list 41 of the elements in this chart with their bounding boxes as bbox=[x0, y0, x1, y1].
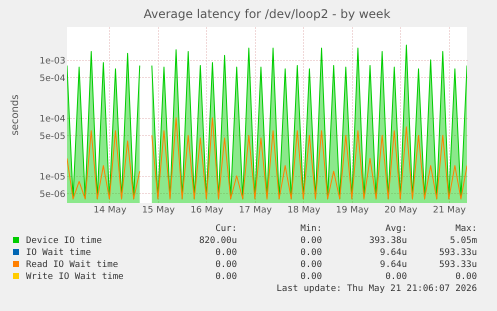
y-tick-label: 1e-03 bbox=[40, 56, 66, 66]
legend-label: Device IO time bbox=[26, 236, 102, 246]
y-tick-label: 1e-05 bbox=[40, 172, 66, 182]
x-tick-label: 14 May bbox=[93, 206, 128, 216]
text: 0.00 bbox=[385, 272, 407, 282]
text: 593.33u bbox=[439, 248, 477, 258]
text: Cur: bbox=[215, 224, 237, 234]
text: 593.33u bbox=[439, 260, 477, 270]
text: 9.64u bbox=[380, 248, 407, 258]
text: Last update: Thu May 21 21:06:07 2026 bbox=[276, 284, 477, 294]
y-axis-title: seconds bbox=[10, 94, 21, 136]
text: 0.00 bbox=[215, 248, 237, 258]
text: Min: bbox=[300, 224, 322, 234]
text: 0.00 bbox=[300, 248, 322, 258]
x-tick-label: 21 May bbox=[432, 206, 466, 216]
legend-label: Write IO Wait time bbox=[26, 272, 124, 282]
y-tick-label: 5e-04 bbox=[40, 74, 66, 84]
x-tick-label: 15 May bbox=[142, 206, 176, 216]
text: 0.00 bbox=[455, 272, 477, 282]
y-tick-label: 5e-06 bbox=[40, 190, 66, 200]
x-tick-label: 16 May bbox=[190, 206, 224, 216]
text: 820.00u bbox=[199, 236, 237, 246]
text: 0.00 bbox=[300, 236, 322, 246]
legend-label: Read IO Wait time bbox=[26, 260, 118, 270]
x-tick-label: 19 May bbox=[336, 206, 370, 216]
text: 0.00 bbox=[215, 272, 237, 282]
x-tick-label: 18 May bbox=[287, 206, 321, 216]
text: 0.00 bbox=[215, 260, 237, 270]
text: 0.00 bbox=[300, 272, 322, 282]
x-tick-label: 20 May bbox=[384, 206, 418, 216]
legend-label: IO Wait time bbox=[26, 248, 92, 258]
x-tick-label: 17 May bbox=[238, 206, 273, 216]
text: 9.64u bbox=[380, 260, 407, 270]
y-tick-label: 5e-05 bbox=[40, 132, 66, 142]
text: 0.00 bbox=[300, 260, 322, 270]
text: 5.05m bbox=[450, 236, 477, 246]
text: 393.38u bbox=[369, 236, 407, 246]
text: Avg: bbox=[385, 224, 407, 234]
text: Max: bbox=[455, 224, 477, 234]
chart-title: Average latency for /dev/loop2 - by week bbox=[144, 7, 390, 21]
y-tick-label: 1e-04 bbox=[40, 114, 66, 124]
